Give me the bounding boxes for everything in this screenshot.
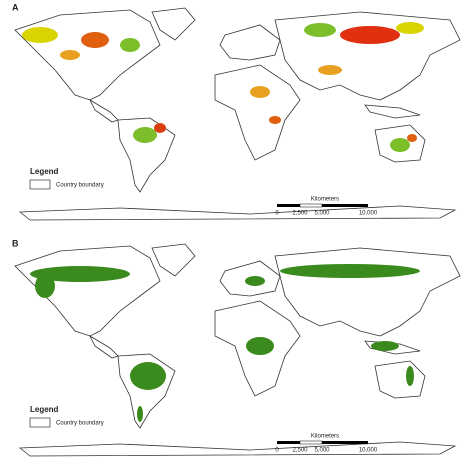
legend-item: Country boundary	[56, 183, 104, 189]
legend-swatch	[29, 179, 51, 190]
scale-tick: 0	[275, 211, 279, 217]
legend-swatch	[29, 417, 51, 428]
legend-item: Country boundary	[56, 421, 104, 427]
scale-tick: 0	[275, 448, 279, 454]
scale-tick: 2,500	[292, 448, 308, 454]
panel-b: B Legend Country boundary Kilometers 0 2…	[12, 238, 461, 457]
panel-a: A Legend Country boundary Kilometers 0 2…	[12, 2, 461, 221]
scale-bar	[277, 203, 368, 208]
scale-tick: 5,000	[314, 211, 330, 217]
panel-label: B	[12, 238, 19, 248]
scale-unit: Kilometers	[311, 197, 339, 203]
scale-unit: Kilometers	[311, 434, 339, 440]
scale-tick: 10,000	[359, 448, 378, 454]
forest-patches	[30, 264, 420, 422]
scale-bar	[277, 440, 368, 445]
scale-tick: 10,000	[359, 211, 378, 217]
forest-loss-patches	[22, 22, 424, 152]
scale-tick: 5,000	[314, 448, 330, 454]
legend-title: Legend	[30, 167, 59, 176]
panel-label: A	[12, 2, 19, 12]
legend-title: Legend	[30, 405, 59, 414]
scale-tick: 2,500	[292, 211, 308, 217]
